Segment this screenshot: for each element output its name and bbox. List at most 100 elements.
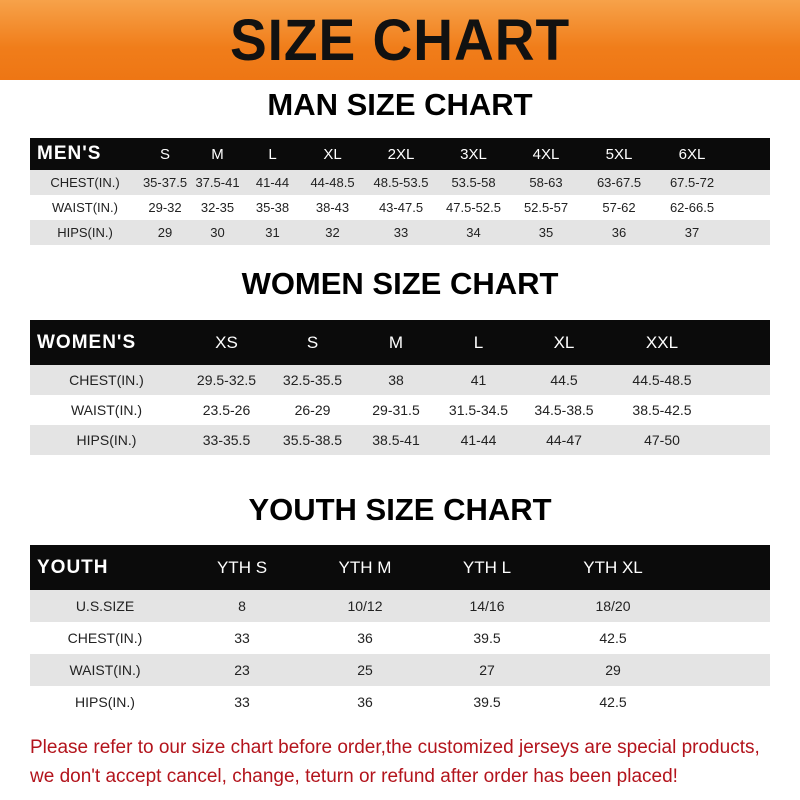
row-label: WAIST(IN.) <box>70 402 143 418</box>
table-cell: 37.5-41 <box>195 175 240 190</box>
table-row: WAIST(IN.) 23 25 27 29 <box>30 654 770 686</box>
row-label: WAIST(IN.) <box>69 662 141 678</box>
table-row: WAIST(IN.) 23.5-26 26-29 29-31.5 31.5-34.5 34… <box>30 395 770 425</box>
table-cell: 38.5-41 <box>372 432 420 448</box>
table-cell: 35-37.5 <box>142 175 188 190</box>
table-cell: 10/12 <box>347 598 383 614</box>
table-cell: 33 <box>234 630 250 646</box>
table-cell: 42.5 <box>599 630 627 646</box>
table-cell: 29-31.5 <box>372 402 420 418</box>
table-cell: 63-67.5 <box>596 175 642 190</box>
table-cell: XXL <box>645 332 679 352</box>
table-cell: XL <box>553 332 575 352</box>
table-cell: 23.5-26 <box>202 402 251 418</box>
table-cell: M <box>211 145 224 163</box>
table-cell: 25 <box>357 662 373 678</box>
table-cell: 44-47 <box>546 432 582 448</box>
table-cell: 67.5-72 <box>669 175 715 190</box>
table-header-row: YOUTH YTH S YTH M YTH L YTH XL <box>30 545 770 590</box>
table-cell: 32 <box>325 225 340 240</box>
table-cell: 41 <box>470 372 487 388</box>
table-cell: 52.5-57 <box>523 200 569 215</box>
row-label: CHEST(IN.) <box>67 630 143 646</box>
table-cell: YTH XL <box>583 557 643 577</box>
table-row: HIPS(IN.) 33-35.5 35.5-38.5 38.5-41 41-44 44-… <box>30 425 770 455</box>
table-cell: 57-62 <box>602 200 636 215</box>
table-cell: 36 <box>357 630 373 646</box>
table-cell: 62-66.5 <box>669 200 715 215</box>
table-cell: 43-47.5 <box>378 200 424 215</box>
table-row: HIPS(IN.) 29 30 31 32 33 34 35 36 37 <box>30 220 770 245</box>
table-cell: 6XL <box>678 145 706 163</box>
table-cell: 53.5-58 <box>451 175 496 190</box>
table-cell: 47.5-52.5 <box>446 200 501 215</box>
table-row: CHEST(IN.) 33 36 39.5 42.5 <box>30 622 770 654</box>
table-row: U.S.SIZE 8 10/12 14/16 18/20 <box>30 590 770 622</box>
table-cell: 38.5-42.5 <box>632 402 692 418</box>
table-row: HIPS(IN.) 33 36 39.5 42.5 <box>30 686 770 718</box>
men-size-table: MEN'S S M L XL 2XL 3XL 4XL 5XL 6XL CHEST(IN.) 35-37… <box>30 138 770 245</box>
notice-line-2: we don't accept cancel, change, teturn o… <box>30 766 678 787</box>
table-cell: 44.5-48.5 <box>632 372 692 388</box>
table-cell: 27 <box>479 662 495 678</box>
table-cell: 29 <box>157 225 173 240</box>
table-cell: 47-50 <box>644 432 680 448</box>
page-title: SIZE CHART <box>229 7 571 73</box>
table-cell: 18/20 <box>595 598 631 614</box>
table-cell: 23 <box>234 662 250 678</box>
row-label: CHEST(IN.) <box>50 175 120 190</box>
women-size-table: WOMEN'S XS S M L XL XXL CHEST(IN.) 29.5-32.5 32.5… <box>30 320 770 455</box>
table-cell: 58-63 <box>529 175 563 190</box>
table-cell: 29.5-32.5 <box>196 372 257 388</box>
header-label: MEN'S <box>37 143 102 164</box>
table-cell: 31 <box>265 225 280 240</box>
table-cell: YTH S <box>216 557 268 577</box>
table-cell: 32.5-35.5 <box>282 372 343 388</box>
table-cell: 29 <box>605 662 621 678</box>
row-label: HIPS(IN.) <box>75 694 135 710</box>
table-cell: L <box>268 145 277 163</box>
table-cell: 44.5 <box>550 372 578 388</box>
table-row: CHEST(IN.) 35-37.5 37.5-41 41-44 44-48.5 48.5… <box>30 170 770 195</box>
order-notice: Please refer to our size chart before or… <box>30 733 790 791</box>
table-cell: 29-32 <box>148 200 182 215</box>
table-cell: 37 <box>684 225 700 240</box>
table-row: WAIST(IN.) 29-32 32-35 35-38 38-43 43-47.5 47.… <box>30 195 770 220</box>
table-cell: 34.5-38.5 <box>534 402 594 418</box>
table-cell: 32-35 <box>200 200 235 215</box>
row-label: CHEST(IN.) <box>69 372 144 388</box>
table-cell: XS <box>215 332 238 352</box>
table-cell: 31.5-34.5 <box>448 402 509 418</box>
table-cell: S <box>306 332 319 352</box>
table-cell: 35-38 <box>255 200 290 215</box>
header-label: WOMEN'S <box>37 331 137 353</box>
table-cell: 33 <box>234 694 250 710</box>
table-cell: 39.5 <box>473 630 501 646</box>
table-cell: 3XL <box>460 145 487 163</box>
row-label: WAIST(IN.) <box>52 200 118 215</box>
table-cell: 2XL <box>387 145 415 163</box>
table-cell: 35.5-38.5 <box>282 432 343 448</box>
table-cell: 5XL <box>605 145 633 163</box>
table-cell: YTH L <box>462 557 512 577</box>
table-row: CHEST(IN.) 29.5-32.5 32.5-35.5 38 41 44.5 44.5… <box>30 365 770 395</box>
table-cell: 42.5 <box>599 694 627 710</box>
table-header-row: MEN'S S M L XL 2XL 3XL 4XL 5XL 6XL <box>30 138 770 170</box>
table-cell: 39.5 <box>473 694 501 710</box>
youth-size-table: YOUTH YTH S YTH M YTH L YTH XL U.S.SIZE 8 10/12… <box>30 545 770 718</box>
table-cell: YTH M <box>338 557 392 577</box>
table-cell: S <box>159 145 170 163</box>
row-label: HIPS(IN.) <box>76 432 137 448</box>
table-cell: 34 <box>466 225 481 240</box>
banner: SIZE CHART <box>0 0 800 80</box>
table-cell: 41-44 <box>460 432 497 448</box>
women-section-title: WOMEN SIZE CHART <box>241 266 559 301</box>
men-section-title: MAN SIZE CHART <box>267 87 533 122</box>
table-cell: L <box>473 332 484 352</box>
table-cell: 38-43 <box>315 200 350 215</box>
header-label: YOUTH <box>37 556 109 578</box>
table-cell: 44-48.5 <box>310 175 355 190</box>
table-cell: 30 <box>210 225 225 240</box>
table-cell: 14/16 <box>469 598 505 614</box>
table-cell: 8 <box>238 598 246 614</box>
